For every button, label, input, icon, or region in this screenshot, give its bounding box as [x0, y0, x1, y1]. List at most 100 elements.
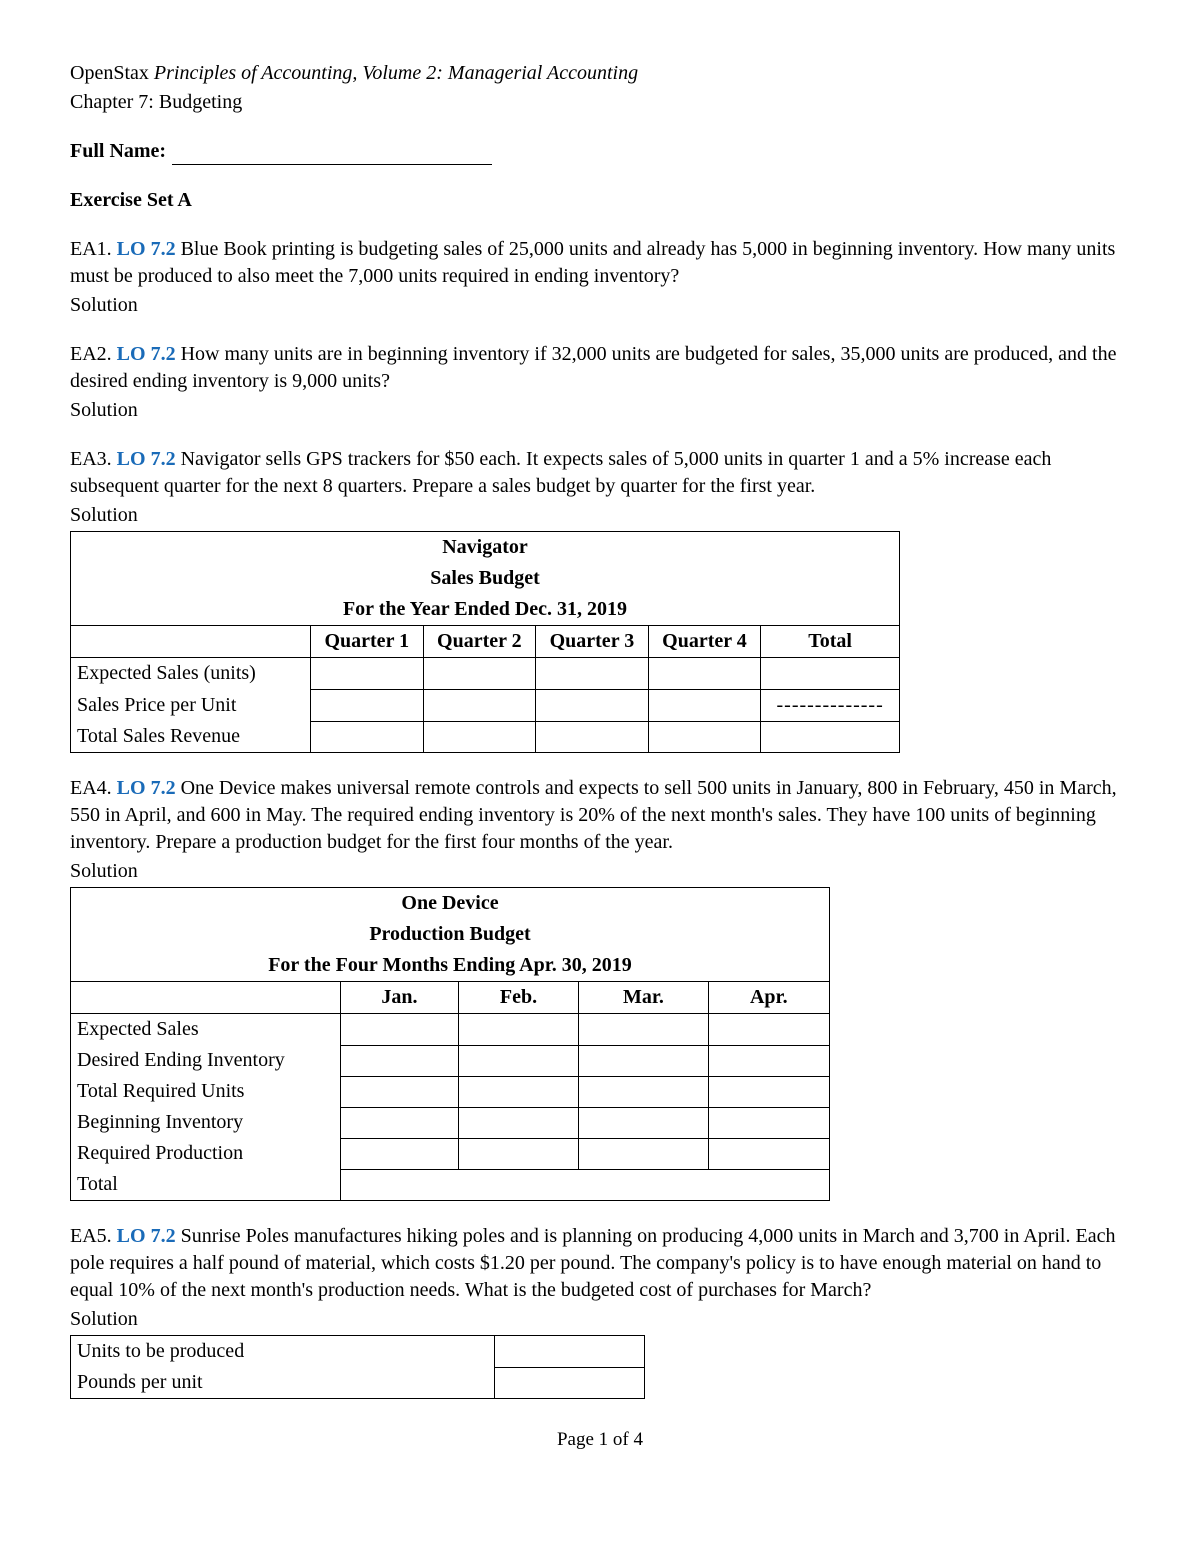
ea4-lo[interactable]: LO 7.2: [117, 777, 176, 799]
ea4-solution: Solution: [70, 858, 1130, 885]
dev-cell[interactable]: [579, 1045, 708, 1076]
dev-cell[interactable]: [708, 1045, 829, 1076]
dev-cell-span[interactable]: [341, 1169, 709, 1201]
dev-cell[interactable]: [458, 1014, 578, 1046]
exercise-ea3: EA3. LO 7.2 Navigator sells GPS trackers…: [70, 446, 1130, 753]
ea2-num: EA2.: [70, 343, 112, 365]
ea1-solution: Solution: [70, 292, 1130, 319]
table-row: Pounds per unit: [71, 1367, 645, 1399]
nav-cell[interactable]: [423, 658, 536, 690]
dev-cell[interactable]: [579, 1138, 708, 1169]
nav-col-q4: Quarter 4: [648, 626, 761, 658]
nav-cell[interactable]: [536, 689, 649, 721]
dev-row-2: Total Required Units: [71, 1076, 341, 1107]
ea2-solution: Solution: [70, 397, 1130, 424]
chapter-line: Chapter 7: Budgeting: [70, 89, 1130, 116]
nav-cell[interactable]: [648, 658, 761, 690]
name-blank[interactable]: [172, 143, 492, 165]
nav-cell[interactable]: [423, 689, 536, 721]
nav-cell[interactable]: [761, 721, 900, 753]
name-line: Full Name:: [70, 138, 1130, 165]
dev-row-1: Desired Ending Inventory: [71, 1045, 341, 1076]
nav-title3: For the Year Ended Dec. 31, 2019: [71, 594, 900, 626]
dev-cell[interactable]: [458, 1076, 578, 1107]
ea1-num: EA1.: [70, 238, 112, 260]
book-header: OpenStax Principles of Accounting, Volum…: [70, 60, 1130, 87]
table-row: Sales Price per Unit --------------: [71, 689, 900, 721]
dev-cell[interactable]: [341, 1076, 459, 1107]
sun-cell[interactable]: [495, 1367, 645, 1399]
ea4-text: EA4. LO 7.2 One Device makes universal r…: [70, 775, 1130, 856]
exercise-ea5: EA5. LO 7.2 Sunrise Poles manufactures h…: [70, 1223, 1130, 1399]
sun-cell[interactable]: [495, 1336, 645, 1368]
ea3-num: EA3.: [70, 448, 112, 470]
ea1-lo[interactable]: LO 7.2: [117, 238, 176, 260]
dev-cell[interactable]: [579, 1076, 708, 1107]
nav-cell[interactable]: [648, 689, 761, 721]
table-row: Total: [71, 1169, 830, 1201]
sun-row-1: Pounds per unit: [71, 1367, 495, 1399]
ea1-body: Blue Book printing is budgeting sales of…: [70, 238, 1115, 287]
page-footer: Page 1 of 4: [70, 1427, 1130, 1453]
nav-cell[interactable]: [311, 658, 424, 690]
ea5-solution: Solution: [70, 1306, 1130, 1333]
nav-col-q1: Quarter 1: [311, 626, 424, 658]
nav-cell[interactable]: [311, 721, 424, 753]
ea3-text: EA3. LO 7.2 Navigator sells GPS trackers…: [70, 446, 1130, 500]
ea5-num: EA5.: [70, 1225, 112, 1247]
nav-cell[interactable]: [761, 658, 900, 690]
table-row: Total Required Units: [71, 1076, 830, 1107]
dev-cell[interactable]: [708, 1076, 829, 1107]
table-row: Expected Sales (units): [71, 658, 900, 690]
nav-cell[interactable]: [536, 721, 649, 753]
book-title: Principles of Accounting, Volume 2: Mana…: [154, 62, 638, 84]
dev-cell[interactable]: [458, 1138, 578, 1169]
ea3-lo[interactable]: LO 7.2: [117, 448, 176, 470]
dev-row-4: Required Production: [71, 1138, 341, 1169]
ea2-lo[interactable]: LO 7.2: [117, 343, 176, 365]
dev-header-row: Jan. Feb. Mar. Apr.: [71, 982, 830, 1014]
dev-cell[interactable]: [341, 1014, 459, 1046]
exercise-ea1: EA1. LO 7.2 Blue Book printing is budget…: [70, 236, 1130, 319]
dev-cell[interactable]: [458, 1045, 578, 1076]
nav-cell[interactable]: [648, 721, 761, 753]
dev-col-feb: Feb.: [458, 982, 578, 1014]
ea1-text: EA1. LO 7.2 Blue Book printing is budget…: [70, 236, 1130, 290]
nav-cell[interactable]: [311, 689, 424, 721]
dev-row-3: Beginning Inventory: [71, 1107, 341, 1138]
nav-title1: Navigator: [71, 532, 900, 564]
ea4-num: EA4.: [70, 777, 112, 799]
nav-row-0: Expected Sales (units): [71, 658, 311, 690]
nav-cell[interactable]: [536, 658, 649, 690]
name-label: Full Name:: [70, 138, 166, 165]
dev-col-mar: Mar.: [579, 982, 708, 1014]
dev-col-jan: Jan.: [341, 982, 459, 1014]
nav-header-row: Quarter 1 Quarter 2 Quarter 3 Quarter 4 …: [71, 626, 900, 658]
sunrise-table: Units to be produced Pounds per unit: [70, 1335, 645, 1399]
table-row: Desired Ending Inventory: [71, 1045, 830, 1076]
onedevice-table: One Device Production Budget For the Fou…: [70, 887, 830, 1201]
dev-cell[interactable]: [708, 1014, 829, 1046]
dev-cell[interactable]: [341, 1138, 459, 1169]
dev-cell[interactable]: [579, 1014, 708, 1046]
dev-cell[interactable]: [579, 1107, 708, 1138]
dev-row-0: Expected Sales: [71, 1014, 341, 1046]
section-title: Exercise Set A: [70, 187, 1130, 214]
exercise-ea2: EA2. LO 7.2 How many units are in beginn…: [70, 341, 1130, 424]
nav-title2: Sales Budget: [71, 563, 900, 594]
nav-col-total: Total: [761, 626, 900, 658]
ea5-lo[interactable]: LO 7.2: [117, 1225, 176, 1247]
ea3-body: Navigator sells GPS trackers for $50 eac…: [70, 448, 1051, 497]
dev-cell[interactable]: [341, 1107, 459, 1138]
dev-title3: For the Four Months Ending Apr. 30, 2019: [71, 950, 830, 982]
ea5-text: EA5. LO 7.2 Sunrise Poles manufactures h…: [70, 1223, 1130, 1304]
dev-cell[interactable]: [341, 1045, 459, 1076]
dev-cell[interactable]: [708, 1138, 829, 1169]
nav-cell[interactable]: [423, 721, 536, 753]
ea4-body: One Device makes universal remote contro…: [70, 777, 1117, 853]
dev-cell[interactable]: [458, 1107, 578, 1138]
dev-cell[interactable]: [708, 1107, 829, 1138]
dev-cell[interactable]: [708, 1169, 829, 1201]
nav-row-1: Sales Price per Unit: [71, 689, 311, 721]
ea5-body: Sunrise Poles manufactures hiking poles …: [70, 1225, 1115, 1301]
